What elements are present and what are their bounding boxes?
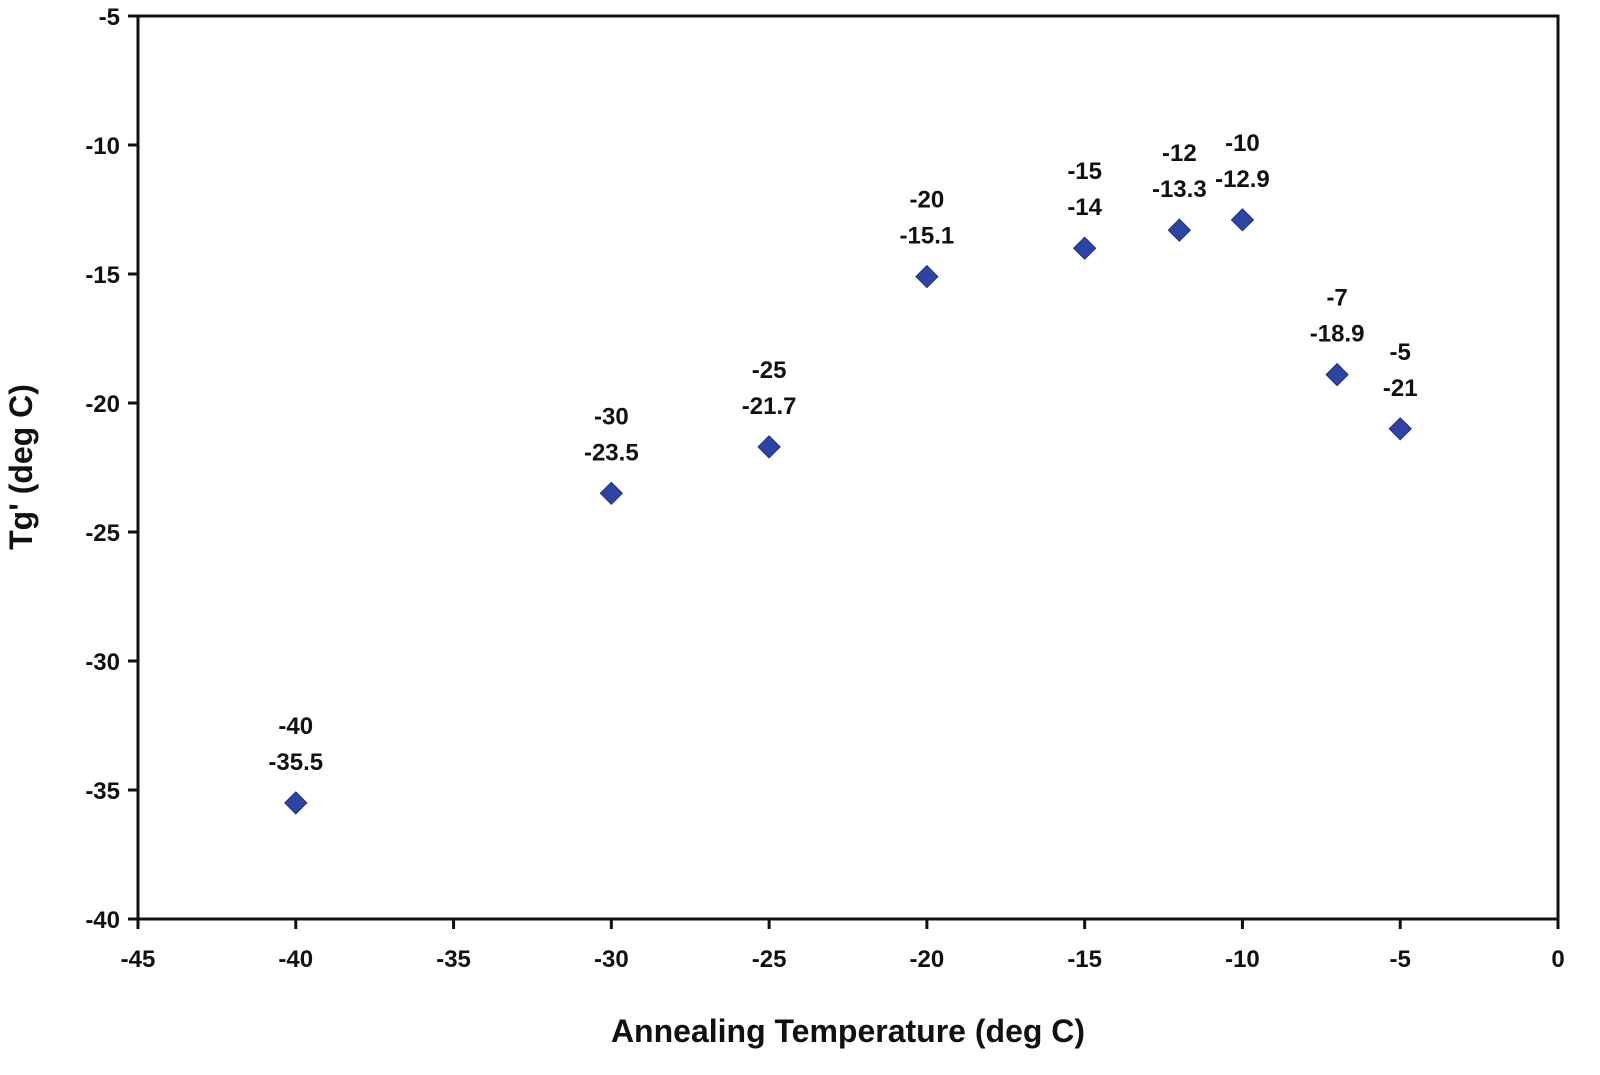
y-tick-label: -20 <box>85 391 120 418</box>
x-tick-label: -30 <box>594 946 629 973</box>
y-tick-label: -5 <box>99 4 120 31</box>
y-tick-label: -15 <box>85 262 120 289</box>
data-label-x: -25 <box>752 357 787 384</box>
data-label-x: -12 <box>1162 140 1197 167</box>
data-label-y: -23.5 <box>584 439 639 466</box>
data-point <box>1388 417 1412 441</box>
x-tick-label: -20 <box>910 946 945 973</box>
y-tick-label: -40 <box>85 907 120 934</box>
x-tick-label: -25 <box>752 946 787 973</box>
data-label-x: -10 <box>1225 130 1260 157</box>
x-tick-label: -15 <box>1067 946 1102 973</box>
data-label-x: -40 <box>278 713 313 740</box>
data-label-y: -13.3 <box>1152 176 1207 203</box>
data-point <box>1325 362 1349 387</box>
data-point <box>1230 208 1255 232</box>
x-tick-label: 0 <box>1551 946 1564 973</box>
y-axis: -40 -35 -30 -25 -20 -15 -10 -5 <box>85 4 138 934</box>
data-point <box>284 791 308 815</box>
y-tick-label: -25 <box>85 520 120 547</box>
x-tick-label: -5 <box>1390 946 1411 973</box>
y-tick-label: -10 <box>85 133 120 160</box>
x-tick-label: -35 <box>436 946 471 973</box>
data-label-y: -18.9 <box>1310 321 1365 348</box>
data-point <box>599 481 624 506</box>
data-label-x: -30 <box>594 403 629 430</box>
data-label-x: -20 <box>910 187 945 214</box>
data-label-x: -7 <box>1326 285 1347 312</box>
data-label-y: -12.9 <box>1215 166 1270 193</box>
x-tick-label: -45 <box>121 946 156 973</box>
x-tick-label: -10 <box>1225 946 1260 973</box>
data-point <box>757 435 781 459</box>
data-label-x: -5 <box>1390 339 1411 366</box>
y-tick-label: -30 <box>85 649 120 676</box>
data-label-y: -14 <box>1067 194 1102 221</box>
x-axis-title: Annealing Temperature (deg C) <box>611 1013 1085 1049</box>
data-label-y: -35.5 <box>268 749 323 776</box>
data-label-y: -21 <box>1383 375 1418 402</box>
data-label-y: -15.1 <box>900 223 955 250</box>
plot-area <box>136 14 1560 921</box>
y-tick-label: -35 <box>85 778 120 805</box>
data-point <box>915 264 939 289</box>
y-axis-title: Tg' (deg C) <box>3 384 39 550</box>
data-point <box>1072 236 1097 260</box>
data-label-x: -15 <box>1067 158 1102 185</box>
x-tick-label: -40 <box>278 946 313 973</box>
data-label-y: -21.7 <box>742 393 797 420</box>
data-points: -40 -35.5 -30 -23.5 -25 -21.7 -20 -15.1 -15 -14 -1… <box>268 130 1418 815</box>
data-point <box>1167 218 1192 242</box>
x-axis: -45 -40 -35 -30 -25 -20 -15 -10 -5 0 <box>121 919 1565 973</box>
